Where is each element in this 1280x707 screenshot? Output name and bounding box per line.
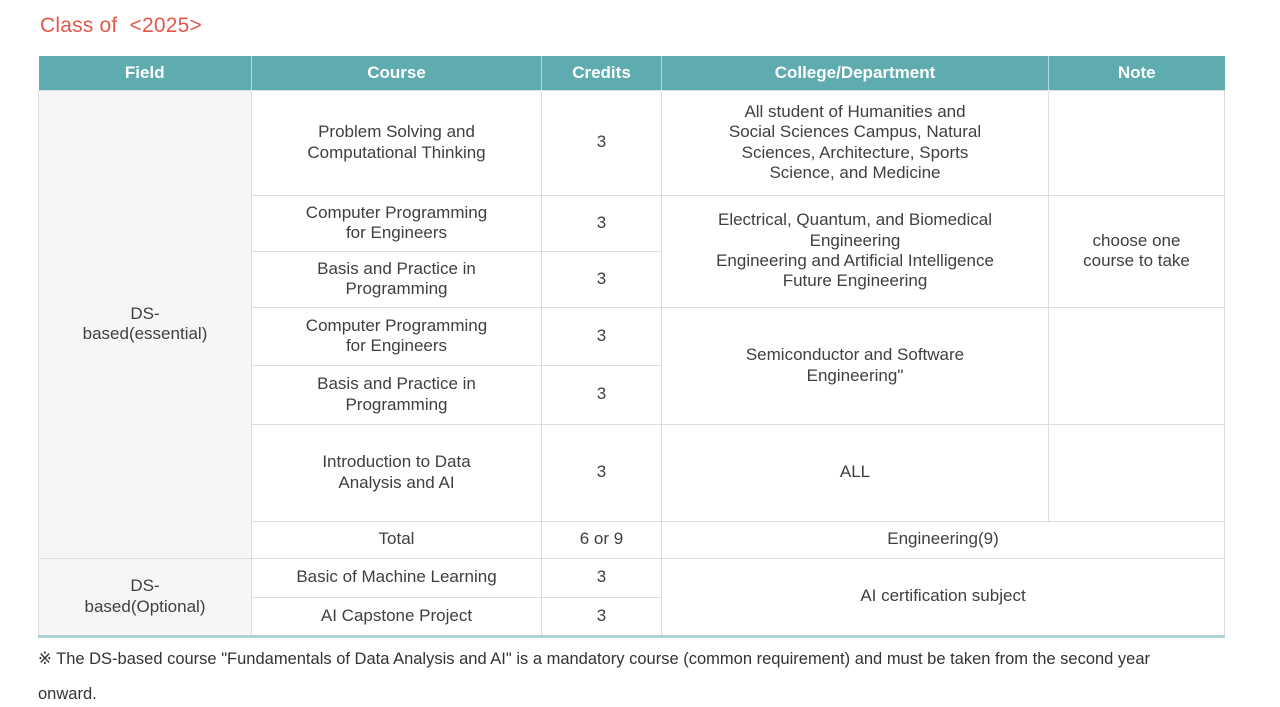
column-header-course: Course <box>251 56 542 90</box>
column-header-college-department: College/Department <box>661 56 1049 90</box>
total-college-note-cell: Engineering(9) <box>661 520 1225 559</box>
total-row: Total 6 or 9 Engineering(9) <box>39 520 1225 559</box>
credits-cell: 3 <box>541 596 662 637</box>
college-cell: ALL <box>661 423 1049 522</box>
credits-cell: 3 <box>541 364 662 425</box>
column-header-note: Note <box>1048 56 1225 90</box>
table-row: Basis and Practice in Programming 3 <box>39 250 1225 308</box>
course-cell: Basis and Practice in Programming <box>251 250 542 308</box>
course-cell: Computer Programming for Engineers <box>251 194 542 252</box>
credits-cell: 3 <box>541 306 662 366</box>
total-label-cell: Total <box>251 520 542 559</box>
credits-cell: 3 <box>541 423 662 522</box>
credits-cell: 3 <box>541 250 662 308</box>
optional-college-note-cell: AI certification subject <box>661 557 1225 637</box>
course-cell: Basic of Machine Learning <box>251 557 542 598</box>
field-cell-ds-based-essential: DS- based(essential) <box>38 89 252 559</box>
credits-cell: 3 <box>541 89 662 196</box>
credits-cell: 3 <box>541 557 662 598</box>
column-header-credits: Credits <box>541 56 662 90</box>
note-cell-empty <box>1048 89 1225 196</box>
course-cell: Computer Programming for Engineers <box>251 306 542 366</box>
course-requirements-table: Field Course Credits College/Department … <box>38 56 1225 638</box>
header-row: Field Course Credits College/Department … <box>38 56 1225 90</box>
footnote-text: ※ The DS-based course "Fundamentals of D… <box>38 650 1151 703</box>
table-row: Computer Programming for Engineers 3 Sem… <box>39 306 1225 425</box>
table-row: Basis and Practice in Programming 3 <box>39 364 1225 425</box>
note-cell-empty <box>1048 306 1225 425</box>
course-cell: Problem Solving and Computational Thinki… <box>251 89 542 196</box>
course-cell: AI Capstone Project <box>251 596 542 637</box>
college-cell: All student of Humanities and Social Sci… <box>661 89 1049 196</box>
note-cell-empty <box>1048 423 1225 522</box>
column-header-field: Field <box>38 56 252 90</box>
course-cell: Introduction to Data Analysis and AI <box>251 423 542 522</box>
total-credits-cell: 6 or 9 <box>541 520 662 559</box>
note-cell: choose one course to take <box>1048 194 1225 308</box>
table-row: DS- based(essential) Problem Solving and… <box>38 89 1225 559</box>
college-cell: Semiconductor and Software Engineering" <box>661 306 1049 425</box>
field-cell-ds-based-optional: DS- based(Optional) <box>38 557 252 637</box>
credits-cell: 3 <box>541 194 662 252</box>
table-row: AI Capstone Project 3 <box>39 596 1225 637</box>
college-cell: Electrical, Quantum, and Biomedical Engi… <box>661 194 1049 308</box>
page-title: Class of <2025> <box>40 14 202 37</box>
course-cell: Basis and Practice in Programming <box>251 364 542 425</box>
table-row: Computer Programming for Engineers 3 Ele… <box>39 194 1225 308</box>
table-row: Introduction to Data Analysis and AI 3 A… <box>39 423 1225 522</box>
table-row: DS- based(Optional) Basic of Machine Lea… <box>38 557 1225 637</box>
